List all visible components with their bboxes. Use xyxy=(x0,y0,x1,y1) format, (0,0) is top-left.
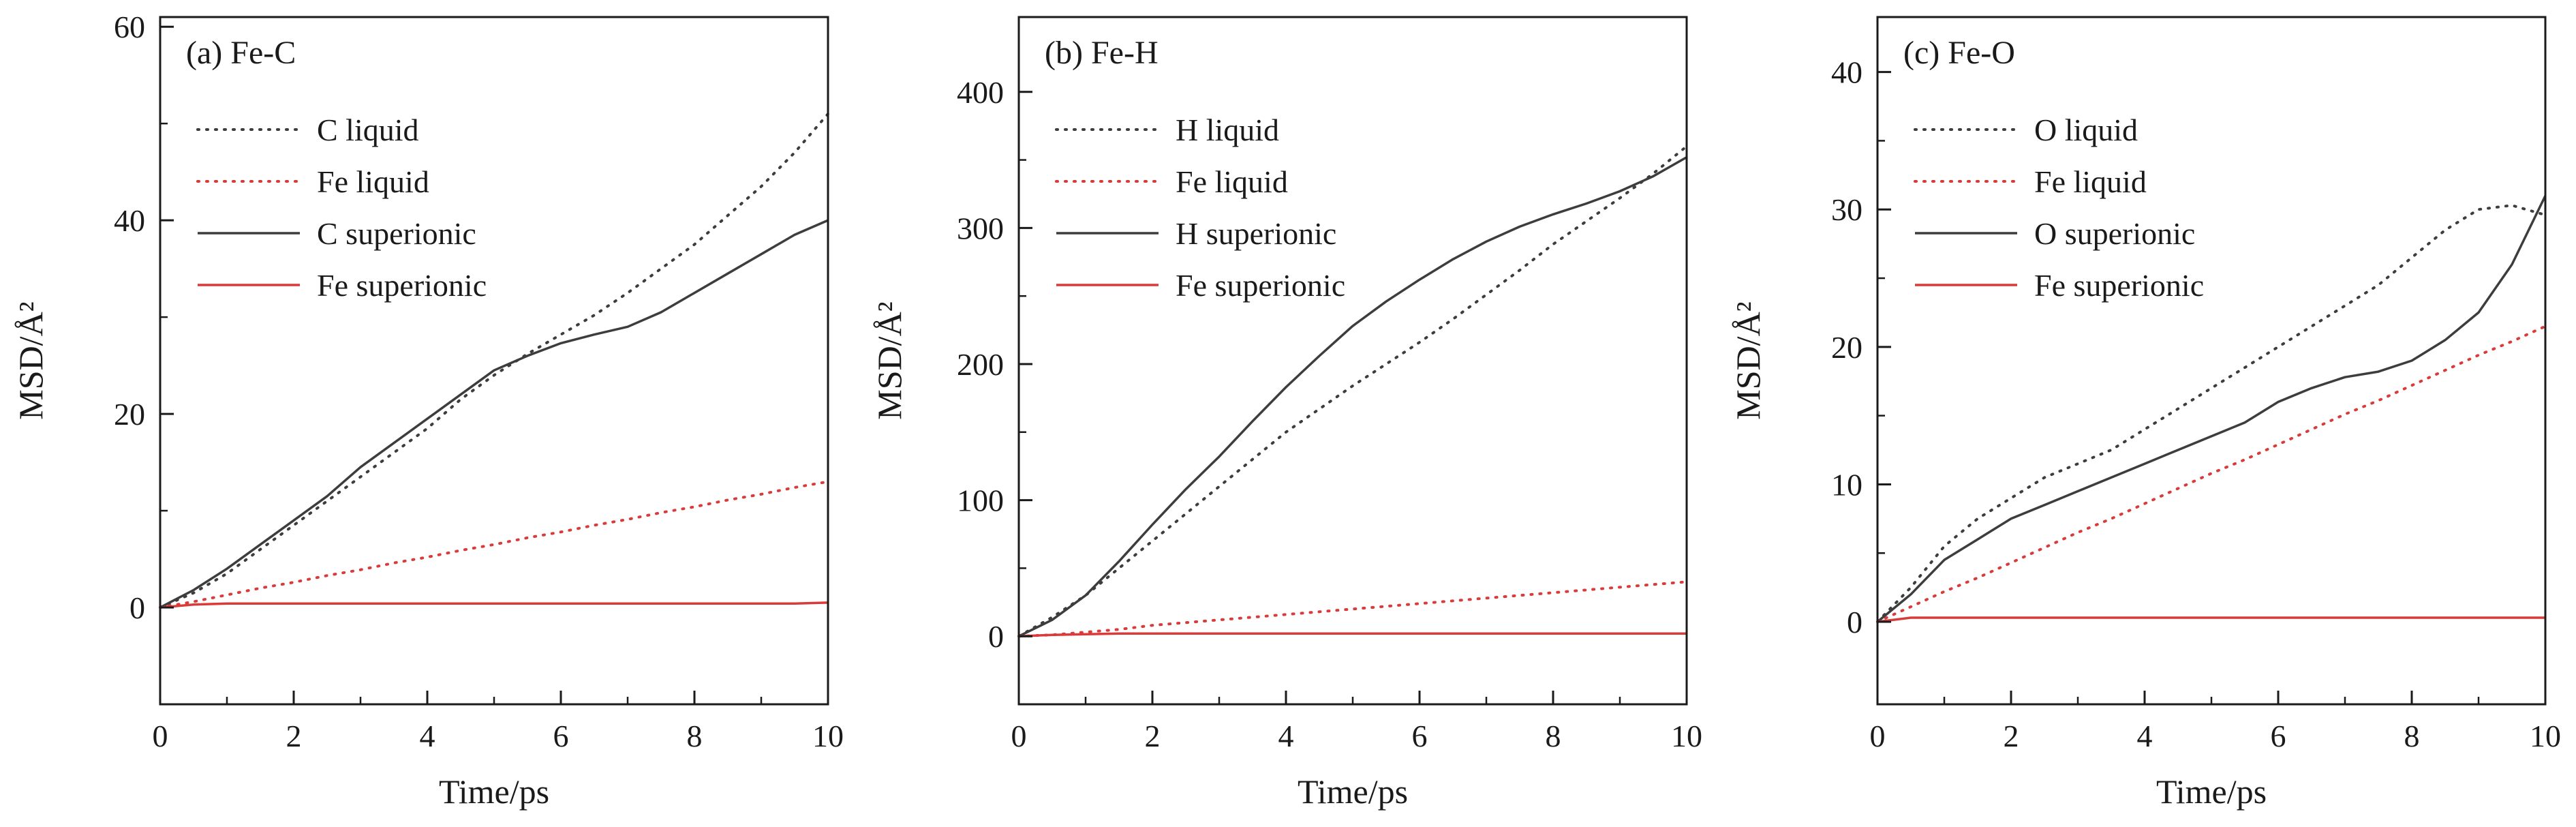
x-axis-title: Time/ps xyxy=(2156,772,2267,811)
legend-label-h-liquid: H liquid xyxy=(1176,112,1279,147)
series-fe-liquid xyxy=(1876,325,2547,623)
panel-fe-h: 0 2 4 6 8 10 0 100 200 300 400 Time/ps MSD/Å² (b) Fe-… xyxy=(859,0,1717,827)
legend-label-fe-superionic: Fe superionic xyxy=(2034,268,2204,303)
series-o-liquid xyxy=(1876,204,2547,623)
y-tick-label: 100 xyxy=(957,483,1004,518)
series-fe-superionic xyxy=(159,601,829,609)
x-axis-title: Time/ps xyxy=(1298,772,1408,811)
legend-label-c-superionic: C superionic xyxy=(317,216,476,251)
y-tick-label: 20 xyxy=(114,397,145,432)
x-tick-label: 8 xyxy=(1546,719,1561,753)
x-tick-label: 10 xyxy=(1671,719,1702,753)
x-tick-label: 0 xyxy=(153,719,168,753)
x-tick-label: 6 xyxy=(1412,719,1428,753)
panel-title: (b) Fe-H xyxy=(1045,35,1159,71)
x-tick-label: 2 xyxy=(2004,719,2019,753)
x-tick-label: 10 xyxy=(2530,719,2561,753)
x-tick-label: 4 xyxy=(420,719,435,753)
y-tick-label: 30 xyxy=(1831,192,1862,227)
legend-label-fe-superionic: Fe superionic xyxy=(1176,268,1345,303)
plot-frame xyxy=(1017,16,1688,706)
x-tick-label: 6 xyxy=(2271,719,2286,753)
series-fe-superionic xyxy=(1877,616,2545,623)
y-tick-label: 400 xyxy=(957,75,1004,110)
panel-fe-o-svg: 0 2 4 6 8 10 0 10 20 30 40 Time/ps MSD/Å² (c) Fe-O O l… xyxy=(1729,16,2561,811)
x-tick-label: 4 xyxy=(1278,719,1294,753)
series-o-superionic xyxy=(1876,195,2547,623)
legend-label-h-superionic: H superionic xyxy=(1176,216,1336,251)
legend-label-fe-liquid: Fe liquid xyxy=(2034,164,2147,199)
x-tick-label: 8 xyxy=(687,719,703,753)
y-tick-label: 40 xyxy=(114,203,145,238)
panel-title: (c) Fe-O xyxy=(1903,35,2015,71)
x-tick-label: 10 xyxy=(812,719,844,753)
series-h-superionic xyxy=(1018,156,1687,637)
legend-label-o-liquid: O liquid xyxy=(2034,112,2138,147)
y-tick-label: 40 xyxy=(1831,55,1862,90)
x-tick-label: 2 xyxy=(286,719,302,753)
x-tick-label: 2 xyxy=(1145,719,1161,753)
y-tick-label: 10 xyxy=(1831,467,1862,502)
series-c-liquid xyxy=(159,112,829,609)
series-fe-liquid xyxy=(159,480,829,609)
legend-label-o-superionic: O superionic xyxy=(2034,216,2195,251)
legend-label-fe-liquid: Fe liquid xyxy=(1176,164,1288,199)
x-tick-label: 0 xyxy=(1011,719,1027,753)
x-tick-label: 4 xyxy=(2137,719,2153,753)
legend-label-fe-liquid: Fe liquid xyxy=(317,164,429,199)
y-axis-title: MSD/Å² xyxy=(1729,301,1767,419)
panel-title: (a) Fe-C xyxy=(186,35,296,71)
legend-label-c-liquid: C liquid xyxy=(317,112,419,147)
y-tick-label: 60 xyxy=(114,10,145,44)
plot-frame xyxy=(1876,16,2547,706)
series-c-superionic xyxy=(159,219,829,609)
series-fe-liquid xyxy=(1017,580,1688,638)
x-tick-label: 0 xyxy=(1870,719,1886,753)
y-tick-label: 0 xyxy=(129,590,145,625)
panel-fe-c: 0 2 4 6 8 10 0 20 40 60 Time/ps MSD/Å² (a) Fe-C C liq… xyxy=(0,0,859,827)
y-tick-label: 0 xyxy=(1847,605,1862,640)
legend-label-fe-superionic: Fe superionic xyxy=(317,268,487,303)
y-tick-label: 20 xyxy=(1831,330,1862,365)
x-tick-label: 8 xyxy=(2404,719,2420,753)
panel-fe-c-svg: 0 2 4 6 8 10 0 20 40 60 Time/ps MSD/Å² (a) Fe-C C liq… xyxy=(12,10,844,811)
y-axis-title: MSD/Å² xyxy=(870,301,908,419)
x-axis-title: Time/ps xyxy=(439,772,549,811)
y-tick-label: 300 xyxy=(957,211,1004,245)
y-tick-label: 0 xyxy=(988,619,1004,654)
plot-frame xyxy=(159,16,829,706)
panel-fe-o: 0 2 4 6 8 10 0 10 20 30 40 Time/ps MSD/Å² (c) Fe-O O l… xyxy=(1717,0,2576,827)
x-tick-label: 6 xyxy=(553,719,569,753)
series-fe-superionic xyxy=(1018,632,1687,637)
y-axis-title: MSD/Å² xyxy=(12,301,50,419)
series-h-liquid xyxy=(1017,145,1688,638)
y-tick-label: 200 xyxy=(957,347,1004,382)
